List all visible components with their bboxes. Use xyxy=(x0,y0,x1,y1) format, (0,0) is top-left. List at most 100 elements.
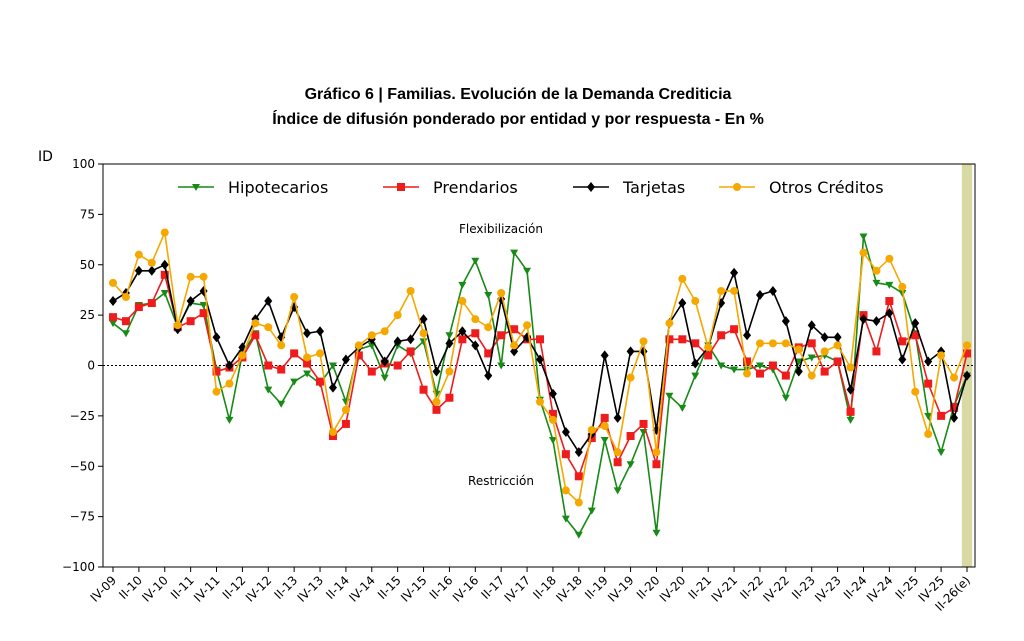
point xyxy=(613,487,622,495)
point xyxy=(937,449,946,457)
point xyxy=(574,472,583,481)
point xyxy=(380,374,389,382)
point xyxy=(846,384,855,395)
point xyxy=(134,265,143,276)
point xyxy=(794,345,803,354)
point xyxy=(548,415,557,424)
point xyxy=(743,330,752,341)
legend-label: Hipotecarios xyxy=(228,178,328,197)
point xyxy=(510,341,519,350)
point xyxy=(303,370,312,378)
point xyxy=(768,285,777,296)
point xyxy=(574,447,583,458)
legend-label: Tarjetas xyxy=(622,178,685,197)
x-tick-label: IV-16 xyxy=(450,573,482,605)
point xyxy=(678,335,687,344)
point xyxy=(212,367,221,376)
point xyxy=(510,325,519,334)
point xyxy=(626,432,635,441)
point xyxy=(626,346,635,357)
point xyxy=(316,349,325,358)
point xyxy=(238,351,247,360)
point xyxy=(743,357,752,366)
point xyxy=(963,341,971,350)
point xyxy=(341,419,350,428)
x-tick-label: IV-15 xyxy=(398,573,430,605)
point xyxy=(678,404,687,412)
point xyxy=(471,315,480,324)
point xyxy=(717,286,726,295)
point xyxy=(639,419,648,428)
point xyxy=(160,289,169,297)
point xyxy=(781,371,790,380)
x-tick-label: IV-22 xyxy=(760,573,792,605)
point xyxy=(781,394,790,402)
x-tick-label: IV-23 xyxy=(812,573,844,605)
point xyxy=(691,372,700,380)
point xyxy=(691,297,700,306)
point xyxy=(859,314,868,325)
x-tick-label: IV-10 xyxy=(139,573,171,605)
point xyxy=(950,373,959,382)
point xyxy=(691,358,700,369)
point xyxy=(898,354,907,365)
x-tick-label: IV-09 xyxy=(88,573,120,605)
point xyxy=(678,274,687,283)
point xyxy=(419,314,428,325)
annotation: Restricción xyxy=(468,474,534,488)
point xyxy=(911,331,920,340)
point xyxy=(367,367,376,376)
point xyxy=(445,393,454,402)
point xyxy=(212,387,221,396)
point xyxy=(264,323,273,332)
point xyxy=(730,267,739,278)
point xyxy=(277,400,286,408)
point xyxy=(807,320,816,331)
point xyxy=(755,369,764,378)
point xyxy=(199,272,208,281)
point xyxy=(561,515,570,523)
point xyxy=(147,265,156,276)
point xyxy=(730,366,739,374)
point xyxy=(833,332,842,343)
point xyxy=(458,326,467,337)
point xyxy=(328,432,337,441)
point xyxy=(665,319,674,328)
y-tick-label: 50 xyxy=(80,258,95,272)
point xyxy=(963,349,971,358)
x-tick-label: IV-24 xyxy=(864,573,896,605)
point xyxy=(885,254,894,263)
chart-title: Gráfico 6 | Familias. Evolución de la De… xyxy=(305,86,732,103)
point xyxy=(937,351,946,360)
series-line xyxy=(112,272,968,479)
point xyxy=(820,347,829,356)
point xyxy=(548,409,557,418)
point xyxy=(264,361,273,370)
point xyxy=(510,249,519,257)
point xyxy=(691,339,700,348)
point xyxy=(290,349,299,358)
legend-marker xyxy=(733,183,741,191)
point xyxy=(109,313,117,322)
point xyxy=(290,292,299,301)
chart-subtitle: Índice de difusión ponderado por entidad… xyxy=(272,109,764,128)
point xyxy=(600,421,609,430)
point xyxy=(406,286,415,295)
point xyxy=(497,331,506,340)
point xyxy=(574,531,583,539)
point xyxy=(639,337,648,346)
point xyxy=(755,339,764,348)
point xyxy=(471,329,480,338)
point xyxy=(419,329,428,338)
point xyxy=(755,289,764,300)
point xyxy=(820,367,829,376)
point xyxy=(678,298,687,309)
point xyxy=(354,351,363,360)
point xyxy=(665,335,674,344)
x-tick-label: IV-21 xyxy=(709,573,741,605)
point xyxy=(768,361,777,370)
y-axis-label: ID xyxy=(38,149,53,165)
point xyxy=(458,281,467,289)
point xyxy=(458,297,467,306)
